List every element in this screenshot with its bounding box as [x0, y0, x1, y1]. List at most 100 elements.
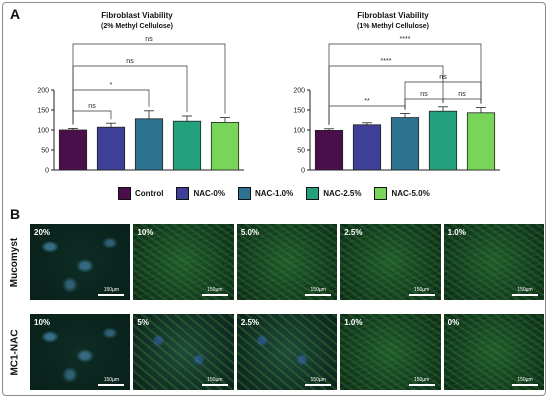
significance-label: ns: [420, 91, 428, 98]
panel-a-label: A: [10, 6, 21, 22]
significance-label: ns: [126, 58, 134, 65]
micrograph-row-mc1-nac: 10% 150µm 5% 150µm 2.5% 150µm 1.0% 150µm 0% 150µm: [30, 314, 545, 390]
row-label-mucomyst: Mucomyst: [9, 237, 21, 287]
legend-swatch: [176, 186, 190, 200]
y-tick-label: 50: [297, 148, 305, 155]
bar-nac-0-: [352, 124, 382, 171]
chart-title: Fibroblast Viability: [357, 11, 429, 20]
scale-bar: 150µm: [408, 377, 435, 386]
micrograph-panel: 2.5% 150µm: [236, 314, 338, 390]
micrograph-panel: 5.0% 150µm: [236, 224, 338, 300]
micrograph-concentration-label: 10%: [137, 228, 154, 237]
scale-bar: 150µm: [98, 377, 125, 386]
scale-bar: 150µm: [408, 287, 435, 296]
chart-subtitle: (2% Methyl Cellulose): [101, 23, 173, 30]
legend-label: NAC-5.0%: [391, 188, 430, 198]
scale-bar-label: 150µm: [517, 287, 533, 293]
significance-label: ns: [145, 36, 153, 43]
significance-bracket: [404, 98, 444, 110]
significance-label: **: [364, 98, 370, 105]
bar-control: [314, 130, 344, 171]
significance-label: ns: [458, 91, 466, 98]
scale-bar: 150µm: [305, 287, 332, 296]
y-tick-label: 50: [41, 148, 49, 155]
legend-label: NAC-1.0%: [255, 188, 294, 198]
scale-bar-label: 150µm: [207, 377, 223, 383]
bar-control: [58, 129, 88, 171]
legend-item: Control: [118, 186, 164, 200]
legend-swatch: [118, 186, 131, 200]
significance-bracket: [72, 65, 188, 125]
micrograph-panel: 1.0% 150µm: [443, 224, 545, 300]
bar-nac-1-0-: [390, 117, 420, 171]
y-tick-label: 150: [293, 108, 305, 115]
scale-bar-label: 150µm: [207, 287, 223, 293]
y-tick-label: 100: [293, 128, 305, 135]
micrograph-concentration-label: 10%: [34, 318, 51, 327]
chart-title: Fibroblast Viability: [101, 11, 173, 20]
scale-bar: 150µm: [201, 287, 228, 296]
bar-nac-1-0-: [134, 118, 164, 171]
row-label-mc1-nac: MC1-NAC: [9, 328, 21, 376]
scale-bar-label: 150µm: [517, 377, 533, 383]
bar-nac-0-: [96, 126, 126, 171]
y-tick-label: 200: [37, 88, 49, 95]
micrograph-concentration-label: 1.0%: [344, 318, 363, 327]
micrograph-row-mucomyst: 20% 150µm 10% 150µm 5.0% 150µm 2.5% 150µm 1.0% 15…: [30, 224, 545, 300]
scale-bar-label: 150µm: [413, 287, 430, 293]
bar-nac-5-0-: [210, 122, 240, 171]
legend-label: NAC-2.5%: [323, 188, 362, 198]
legend-item: NAC-2.5%: [306, 186, 362, 200]
significance-bracket: [72, 110, 112, 125]
scale-bar: 150µm: [512, 287, 539, 296]
significance-bracket: [442, 98, 482, 104]
micrograph-panel: 1.0% 150µm: [340, 314, 441, 390]
y-tick-label: 0: [301, 168, 305, 175]
legend-item: NAC-0%: [176, 186, 225, 200]
bar-chart-2pct: Fibroblast Viability (2% Methyl Cellulose…: [37, 11, 244, 175]
micrograph-panel: 5% 150µm: [133, 314, 234, 390]
micrograph-concentration-label: 0%: [447, 318, 460, 327]
scale-bar-label: 150µm: [413, 377, 430, 383]
significance-bracket: [72, 43, 226, 125]
chart-subtitle: (1% Methyl Cellulose): [357, 23, 429, 30]
panel-b-label: B: [10, 206, 21, 222]
micrograph-concentration-label: 5%: [137, 318, 149, 327]
significance-bracket: [328, 43, 482, 125]
figure-frame: [2, 2, 546, 396]
scale-bar: 150µm: [201, 377, 228, 386]
micrograph-concentration-label: 5.0%: [240, 228, 260, 237]
significance-label: ns: [88, 103, 96, 110]
micrograph-panel: 2.5% 150µm: [340, 224, 441, 300]
legend-swatch: [306, 186, 320, 200]
scale-bar-label: 150µm: [103, 287, 120, 293]
legend-swatch: [374, 186, 388, 200]
y-tick-label: 150: [37, 108, 49, 115]
legend-label: NAC-0%: [193, 188, 225, 198]
scale-bar: 150µm: [305, 377, 332, 386]
bar-nac-2-5-: [428, 110, 458, 171]
significance-label: ****: [381, 58, 392, 65]
scale-bar: 150µm: [512, 377, 539, 386]
micrograph-panel: 10% 150µm: [30, 314, 131, 390]
y-tick-label: 0: [45, 168, 49, 175]
legend-label: Control: [135, 188, 164, 198]
micrograph-panel: 0% 150µm: [443, 314, 545, 390]
scale-bar-label: 150µm: [310, 287, 326, 293]
bar-nac-5-0-: [466, 112, 496, 171]
scale-bar: 150µm: [98, 287, 125, 296]
legend-item: NAC-1.0%: [238, 186, 294, 200]
y-tick-label: 200: [293, 88, 305, 95]
scale-bar-label: 150µm: [310, 377, 326, 383]
legend-swatch: [238, 186, 251, 200]
y-tick-label: 100: [37, 128, 49, 135]
micrograph-concentration-label: 2.5%: [240, 318, 260, 327]
bar-nac-2-5-: [172, 120, 202, 171]
bar-chart-1pct: Fibroblast Viability (1% Methyl Cellulose…: [293, 11, 500, 175]
micrograph-concentration-label: 1.0%: [447, 228, 466, 237]
micrograph-concentration-label: 2.5%: [344, 228, 363, 237]
scale-bar-label: 150µm: [103, 377, 120, 383]
micrograph-panel: 10% 150µm: [133, 224, 234, 300]
legend-item: NAC-5.0%: [374, 186, 430, 200]
micrograph-concentration-label: 20%: [34, 228, 51, 237]
